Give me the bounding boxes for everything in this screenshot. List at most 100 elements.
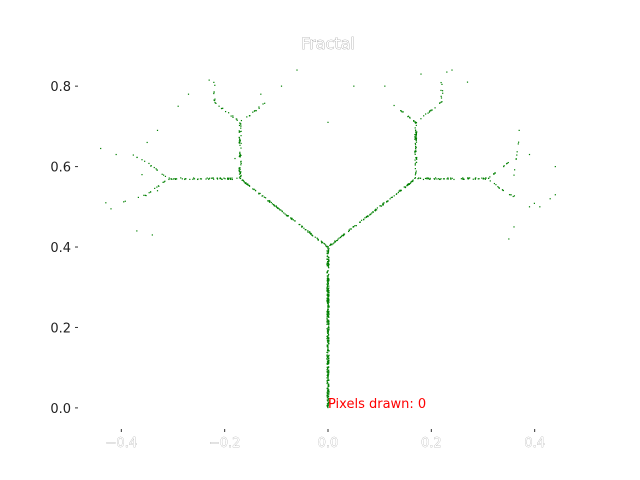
data-point [414,136,416,138]
data-point [415,130,417,132]
data-point [414,164,416,166]
data-point [439,178,441,181]
data-point [433,178,435,180]
data-point [328,350,330,352]
data-point [285,214,287,216]
data-point [327,373,329,375]
data-point [240,142,242,145]
data-point [284,213,286,215]
data-point [327,252,329,255]
data-point [327,311,329,313]
data-point [379,205,381,207]
data-point [155,168,157,170]
data-point [328,357,330,360]
data-point [255,109,257,112]
data-point [447,178,449,180]
data-point [371,212,373,214]
data-point [132,154,134,156]
data-point [352,225,354,228]
data-point [244,182,247,185]
data-point [328,327,330,329]
data-point [240,123,242,125]
data-point [415,138,417,140]
data-point [327,291,329,293]
data-point [334,240,336,242]
data-point [329,244,332,246]
data-point [327,347,329,349]
data-point [238,155,240,158]
data-point [214,102,216,104]
y-tick-label: 0.4 [50,241,71,256]
data-point [327,308,329,310]
x-tick-label: 0.0 [318,436,339,451]
data-point [253,188,255,190]
data-point [349,228,351,230]
data-point [414,168,416,170]
data-point [226,177,229,179]
data-point [497,186,499,188]
data-point [327,296,329,298]
data-point [327,259,330,261]
data-point [301,226,304,228]
data-point [327,339,329,341]
data-point [327,388,329,390]
data-point [327,337,329,339]
data-point [327,393,329,395]
data-point [328,325,330,327]
data-point [327,371,329,373]
data-point [330,243,332,245]
data-point [327,381,329,384]
data-point [431,109,433,111]
data-point [516,151,518,153]
data-point [416,156,418,159]
data-point [539,206,541,208]
data-point [230,178,232,180]
data-point [184,178,186,181]
data-point [327,328,329,330]
data-point [326,263,328,266]
data-point [498,187,500,189]
data-point [209,177,211,179]
data-point [307,230,309,232]
data-point [438,178,440,180]
data-point [328,355,330,357]
data-point [395,193,397,195]
data-point [326,293,329,295]
data-point [326,294,328,296]
data-point [164,175,167,177]
data-point [327,390,329,392]
data-point [440,101,442,103]
data-point [292,219,294,221]
data-point [328,287,330,289]
data-point [326,377,328,379]
data-point [506,162,508,164]
data-point [353,85,355,87]
data-point [428,178,430,180]
data-point [408,183,410,185]
data-point [513,174,515,176]
data-point [200,178,203,180]
data-point [414,159,416,161]
data-point [239,154,241,156]
data-point [327,279,329,281]
data-point [333,242,335,244]
data-point [239,141,241,143]
data-point [415,161,417,164]
data-point [240,147,242,149]
data-point [275,205,277,207]
data-point [327,266,330,268]
data-point [327,121,329,123]
data-point [415,157,417,159]
data-point [238,142,241,144]
data-point [214,100,216,102]
data-point [163,174,165,176]
data-point [415,157,417,160]
data-point [327,398,330,400]
data-point [214,98,216,100]
data-point [327,376,329,378]
data-point [326,346,329,348]
data-point [328,248,330,250]
data-point [326,318,328,320]
data-point [280,209,282,211]
data-point [326,279,329,282]
